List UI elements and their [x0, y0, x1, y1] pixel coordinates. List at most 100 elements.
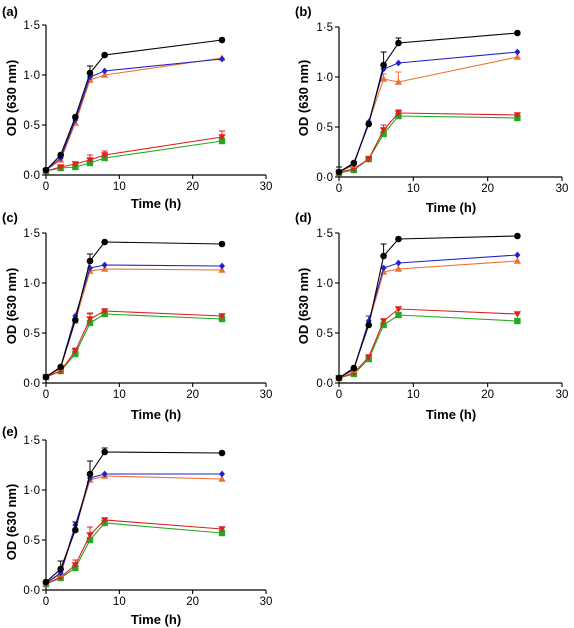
data-point — [394, 78, 403, 85]
y-tick-label: 1·0 — [23, 278, 40, 290]
data-point — [72, 316, 79, 324]
data-point — [101, 470, 108, 478]
panel-c: (c) OD (630 nm) Time (h) 0 10 20 30 0·0 0·5 1·… — [2, 210, 272, 422]
x-tick-label: 30 — [260, 596, 273, 608]
x-tick-label: 20 — [481, 389, 494, 401]
x-tick-label: 0 — [43, 596, 49, 608]
data-point — [395, 59, 402, 67]
data-point — [514, 232, 521, 240]
x-tick-label: 20 — [186, 596, 199, 608]
series-line — [338, 51, 518, 173]
series — [42, 238, 226, 381]
data-point — [71, 562, 79, 569]
data-point — [394, 110, 403, 117]
x-tick-label: 10 — [113, 181, 126, 193]
series-line — [338, 254, 518, 379]
data-point — [86, 319, 94, 327]
data-point — [380, 61, 387, 69]
data-point — [380, 127, 388, 134]
data-point — [395, 311, 402, 319]
axis-ticks: 0 10 20 30 0·0 0·5 1·0 1·5 — [23, 435, 272, 608]
data-point — [86, 69, 94, 77]
data-point — [218, 475, 226, 482]
x-axis-title: Time (h) — [426, 200, 476, 215]
x-tick-label: 0 — [43, 389, 49, 401]
axis-ticks: 0 10 20 30 0·0 0·5 1·0 1·5 — [316, 228, 568, 401]
data-point — [219, 262, 225, 270]
data-point — [218, 313, 226, 320]
series — [335, 232, 521, 382]
series — [42, 308, 226, 381]
data-point — [395, 259, 402, 267]
x-tick-label: 30 — [556, 183, 569, 195]
panel-label: (a) — [2, 4, 18, 19]
y-tick-label: 1·5 — [23, 435, 40, 447]
data-point — [218, 449, 226, 457]
data-point — [514, 29, 521, 37]
data-point — [513, 112, 521, 119]
data-point — [380, 321, 387, 329]
plot-marks — [335, 232, 521, 382]
data-point — [86, 536, 94, 544]
y-tick-label: 1·5 — [316, 228, 333, 240]
data-point — [72, 526, 79, 534]
plot-marks — [42, 447, 226, 588]
y-tick-label: 0·5 — [23, 535, 40, 547]
data-point — [365, 156, 373, 163]
data-point — [218, 529, 226, 537]
y-axis-title: OD (630 nm) — [4, 60, 19, 137]
x-tick-label: 30 — [260, 389, 273, 401]
data-point — [380, 252, 387, 260]
data-point — [101, 448, 108, 456]
series-line — [45, 58, 223, 171]
y-tick-label: 0·5 — [23, 120, 40, 132]
y-tick-label: 1·0 — [23, 70, 40, 82]
series — [335, 29, 521, 176]
data-point — [101, 265, 109, 272]
y-tick-label: 1·0 — [316, 72, 333, 84]
data-point — [514, 48, 521, 56]
data-point — [380, 130, 387, 138]
data-point — [395, 39, 402, 47]
axis-ticks: 0 10 20 30 0·0 0·5 1·0 1·5 — [23, 228, 272, 401]
data-point — [513, 257, 521, 264]
data-point — [513, 53, 521, 60]
series-line — [338, 308, 518, 379]
panel-d: (d) OD (630 nm) Time (h) 0 10 20 30 0·0 0·5 1·… — [295, 210, 568, 422]
y-axis-title: OD (630 nm) — [296, 60, 311, 137]
data-point — [365, 317, 372, 325]
data-point — [101, 67, 108, 75]
data-point — [395, 235, 402, 243]
data-point — [514, 317, 521, 325]
data-point — [42, 373, 50, 381]
series-line — [45, 522, 223, 585]
x-axis-title: Time (h) — [131, 196, 181, 211]
y-tick-label: 1·5 — [316, 22, 333, 34]
data-point — [101, 71, 109, 78]
plot-marks — [42, 238, 226, 381]
data-point — [86, 257, 94, 265]
data-point — [86, 532, 94, 539]
series-line — [45, 136, 223, 172]
data-point — [101, 51, 108, 59]
x-tick-label: 20 — [481, 183, 494, 195]
series — [335, 306, 521, 382]
data-point — [218, 240, 226, 248]
data-point — [71, 348, 79, 355]
x-tick-label: 10 — [113, 596, 126, 608]
data-point — [380, 75, 388, 82]
y-tick-label: 0·5 — [316, 328, 333, 340]
panel-label: (b) — [295, 4, 312, 19]
x-tick-label: 10 — [407, 183, 420, 195]
series — [43, 55, 225, 174]
series — [43, 261, 225, 381]
panel-label: (d) — [295, 210, 312, 225]
series — [42, 36, 226, 174]
series-line — [45, 39, 223, 171]
data-point — [380, 264, 387, 272]
plot-marks — [42, 36, 226, 175]
series — [42, 519, 226, 588]
data-point — [101, 308, 109, 315]
data-point — [86, 157, 94, 164]
data-point — [365, 120, 373, 128]
